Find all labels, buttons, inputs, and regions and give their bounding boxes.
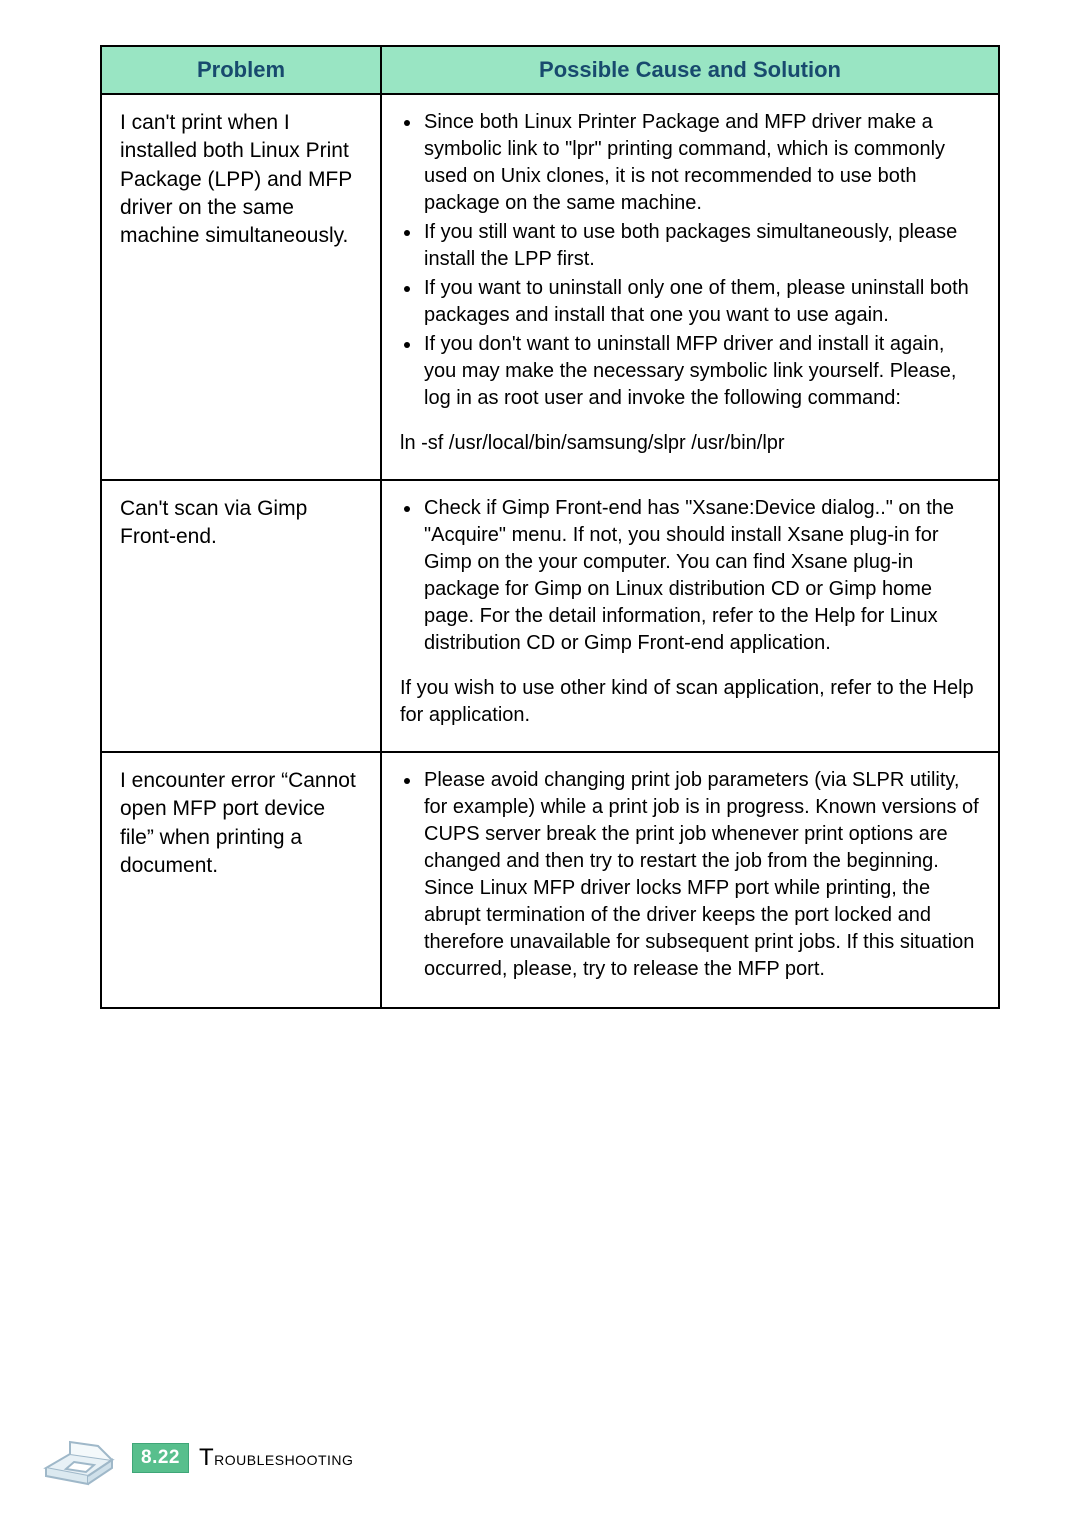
table-header-row: Problem Possible Cause and Solution bbox=[101, 46, 999, 94]
col-header-solution: Possible Cause and Solution bbox=[381, 46, 999, 94]
col-header-problem: Problem bbox=[101, 46, 381, 94]
page-number-badge: 8.22 bbox=[132, 1443, 189, 1473]
solution-bullet: If you still want to use both packages s… bbox=[422, 219, 980, 273]
solution-bullet: If you want to uninstall only one of the… bbox=[422, 275, 980, 329]
page: Problem Possible Cause and Solution I ca… bbox=[0, 0, 1080, 1526]
printer-icon bbox=[40, 1430, 118, 1486]
problem-cell: Can't scan via Gimp Front-end. bbox=[101, 480, 381, 752]
solution-command: ln -sf /usr/local/bin/samsung/slpr /usr/… bbox=[400, 430, 980, 457]
problem-cell: I can't print when I installed both Linu… bbox=[101, 94, 381, 480]
section-title-rest: roubleshooting bbox=[214, 1448, 353, 1470]
solution-bullet: Please avoid changing print job paramete… bbox=[422, 767, 980, 983]
solution-list: Please avoid changing print job paramete… bbox=[400, 767, 980, 983]
solution-cell: Check if Gimp Front-end has "Xsane:Devic… bbox=[381, 480, 999, 752]
solution-bullet: If you don't want to uninstall MFP drive… bbox=[422, 331, 980, 412]
troubleshooting-table: Problem Possible Cause and Solution I ca… bbox=[100, 45, 1000, 1009]
table-row: I encounter error “Cannot open MFP port … bbox=[101, 752, 999, 1008]
page-footer: 8.22 Troubleshooting bbox=[40, 1430, 353, 1486]
solution-extra-text: If you wish to use other kind of scan ap… bbox=[400, 675, 980, 729]
solution-cell: Since both Linux Printer Package and MFP… bbox=[381, 94, 999, 480]
solution-cell: Please avoid changing print job paramete… bbox=[381, 752, 999, 1008]
solution-bullet: Since both Linux Printer Package and MFP… bbox=[422, 109, 980, 217]
table-row: I can't print when I installed both Linu… bbox=[101, 94, 999, 480]
solution-list: Since both Linux Printer Package and MFP… bbox=[400, 109, 980, 412]
section-title: Troubleshooting bbox=[199, 1444, 353, 1472]
solution-list: Check if Gimp Front-end has "Xsane:Devic… bbox=[400, 495, 980, 657]
table-row: Can't scan via Gimp Front-end. Check if … bbox=[101, 480, 999, 752]
solution-bullet: Check if Gimp Front-end has "Xsane:Devic… bbox=[422, 495, 980, 657]
problem-cell: I encounter error “Cannot open MFP port … bbox=[101, 752, 381, 1008]
